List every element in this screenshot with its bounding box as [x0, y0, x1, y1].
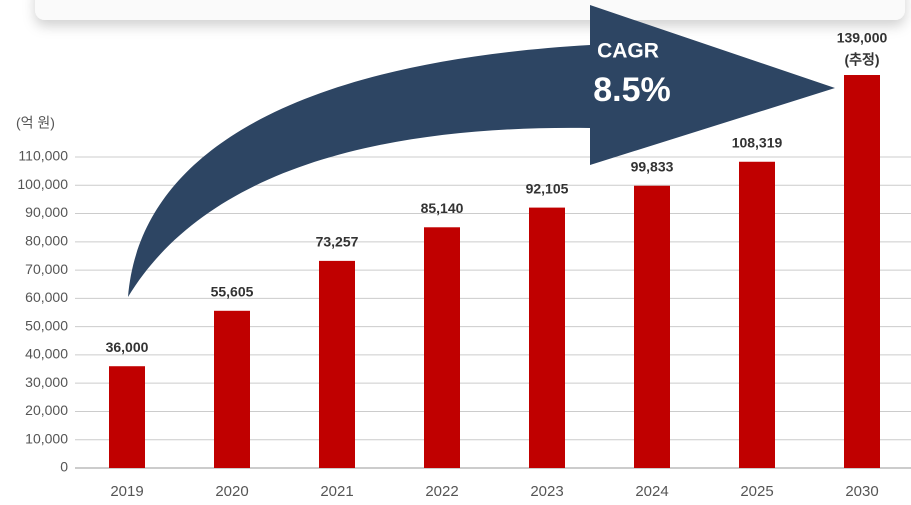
unit-label: (억 원) [16, 115, 55, 131]
y-tick-label: 10,000 [25, 430, 68, 446]
y-tick-label: 110,000 [18, 148, 68, 164]
cagr-title: CAGR [597, 40, 659, 63]
x-tick-label: 2025 [740, 483, 773, 500]
value-label: 36,000 [106, 339, 149, 355]
cagr-arrow [128, 5, 835, 297]
grid: 0 10,000 20,000 30,000 40,000 50,000 60,000 70,… [17, 148, 911, 475]
bar [214, 310, 250, 468]
bar [634, 185, 670, 469]
x-tick-label: 2030 [845, 483, 878, 500]
value-label: 55,605 [211, 283, 254, 299]
y-tick-label: 40,000 [25, 346, 68, 362]
y-tick-label: 20,000 [25, 402, 68, 418]
bars: 2019 36,000 2020 55,605 2021 73,257 2022 85,140… [106, 30, 888, 500]
x-tick-label: 2024 [635, 483, 668, 500]
y-tick-label: 30,000 [25, 374, 68, 390]
y-tick-label: 60,000 [25, 289, 68, 305]
y-tick-label: 0 [60, 459, 68, 475]
value-label: 73,257 [316, 234, 359, 250]
bar [844, 75, 880, 468]
top-panel [35, 0, 905, 20]
y-tick-label: 50,000 [25, 317, 68, 333]
x-tick-label: 2022 [425, 483, 458, 500]
bar [109, 366, 145, 468]
x-tick-label: 2019 [110, 483, 143, 500]
value-label: 92,105 [526, 180, 569, 196]
value-label: 108,319 [732, 134, 783, 150]
y-tick-label: 100,000 [17, 176, 68, 192]
bar [424, 227, 460, 468]
value-label: 139,000 [837, 30, 888, 46]
y-tick-label: 80,000 [25, 233, 68, 249]
value-label: 85,140 [421, 200, 464, 216]
y-tick-label: 70,000 [25, 261, 68, 277]
y-tick-label: 90,000 [25, 204, 68, 220]
x-tick-label: 2020 [215, 483, 248, 500]
estimate-note: (추정) [844, 52, 879, 68]
x-tick-label: 2021 [320, 483, 353, 500]
bar [529, 207, 565, 468]
bar [319, 260, 355, 468]
x-tick-label: 2023 [530, 483, 563, 500]
cagr-value: 8.5% [593, 71, 671, 109]
value-label: 99,833 [631, 158, 674, 174]
bar [739, 161, 775, 469]
